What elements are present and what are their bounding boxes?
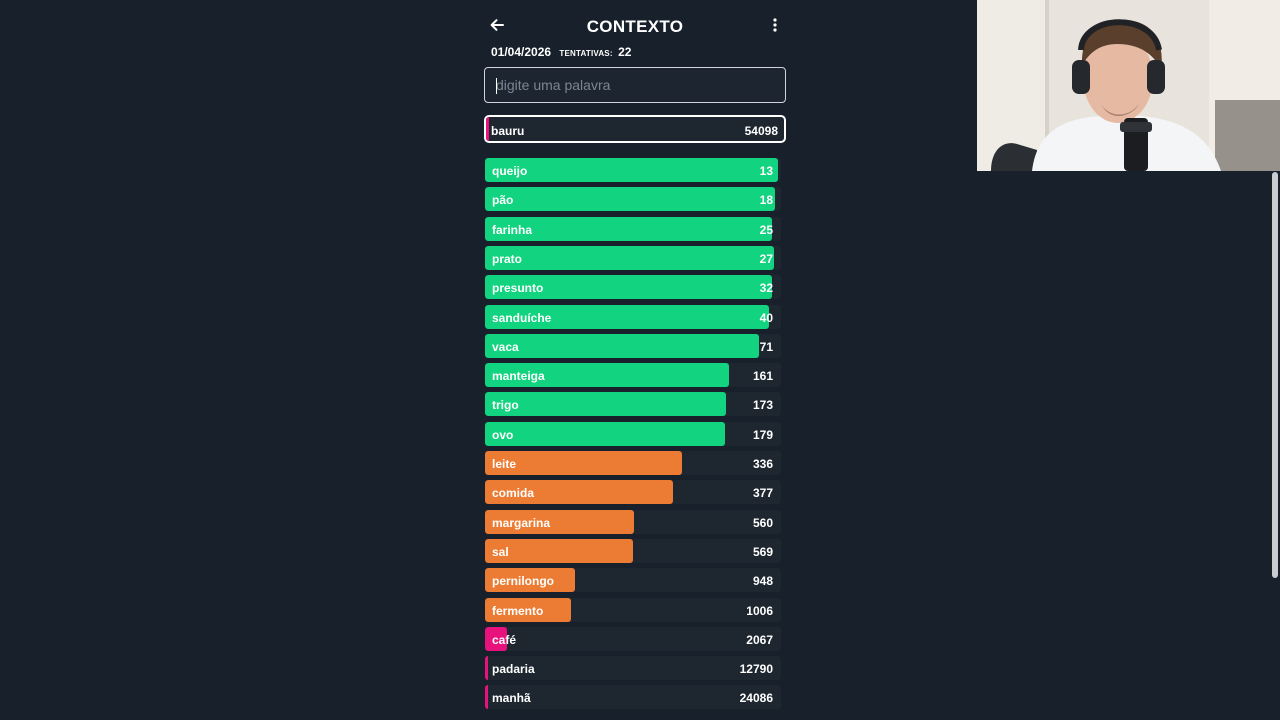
webcam-image	[977, 0, 1280, 171]
guess-word: sal	[492, 545, 509, 559]
proximity-bar	[485, 598, 571, 622]
guess-rank: 173	[752, 398, 773, 412]
proximity-bar	[485, 510, 634, 534]
guess-word: pernilongo	[492, 574, 554, 588]
guess-rank: 569	[752, 545, 773, 559]
guess-input[interactable]	[485, 68, 785, 102]
guess-row[interactable]: vaca 71	[485, 334, 781, 358]
guess-rank: 1006	[746, 604, 773, 618]
guess-row[interactable]: manhã 24086	[485, 685, 781, 709]
guess-rank: 71	[759, 340, 773, 354]
guess-word: farinha	[492, 223, 533, 237]
game-date: 01/04/2026	[491, 45, 552, 59]
game-info: 01/04/2026 TENTATIVAS: 22	[491, 45, 631, 59]
latest-guess-rank: 54098	[744, 124, 778, 138]
guess-row[interactable]: sanduíche 40	[485, 305, 781, 329]
guess-word: trigo	[492, 398, 519, 412]
proximity-bar	[485, 656, 488, 680]
proximity-bar	[485, 451, 682, 475]
guess-rank: 32	[759, 281, 773, 295]
proximity-bar	[485, 305, 769, 329]
guess-row[interactable]: padaria 12790	[485, 656, 781, 680]
guess-row[interactable]: ovo 179	[485, 422, 781, 446]
more-menu-button[interactable]	[768, 14, 782, 36]
back-button[interactable]	[486, 14, 508, 36]
guess-rank: 560	[752, 516, 773, 530]
proximity-bar	[485, 334, 759, 358]
guess-rank: 27	[759, 252, 773, 266]
proximity-bar	[485, 685, 488, 709]
proximity-bar	[485, 275, 772, 299]
guess-row[interactable]: prato 27	[485, 246, 781, 270]
guess-word: presunto	[492, 281, 544, 295]
guess-rank: 12790	[739, 662, 773, 676]
guess-row[interactable]: pernilongo 948	[485, 568, 781, 592]
guess-word: café	[492, 633, 517, 647]
latest-guess-row: bauru 54098	[484, 115, 786, 143]
guess-rank: 336	[752, 457, 773, 471]
proximity-bar	[485, 246, 774, 270]
proximity-bar	[485, 187, 775, 211]
guess-word: padaria	[492, 662, 535, 676]
guess-row[interactable]: margarina 560	[485, 510, 781, 534]
guess-rank: 40	[759, 311, 773, 325]
guess-word: sanduíche	[492, 311, 552, 325]
guess-row[interactable]: leite 336	[485, 451, 781, 475]
guess-rank: 179	[752, 428, 773, 442]
guess-rank: 24086	[739, 691, 773, 705]
more-vertical-icon	[773, 18, 777, 32]
guess-word: prato	[492, 252, 522, 266]
guess-row[interactable]: manteiga 161	[485, 363, 781, 387]
guess-rank: 13	[759, 164, 773, 178]
webcam-overlay	[977, 0, 1280, 171]
proximity-bar	[485, 568, 575, 592]
guess-rank: 18	[759, 193, 773, 207]
guess-rank: 161	[752, 369, 773, 383]
attempts-count: 22	[618, 45, 632, 59]
guess-word: vaca	[492, 340, 519, 354]
proximity-bar	[485, 363, 729, 387]
proximity-bar	[485, 422, 725, 446]
proximity-bar	[485, 158, 778, 182]
proximity-bar	[485, 627, 507, 651]
guess-row[interactable]: presunto 32	[485, 275, 781, 299]
guess-rank: 25	[759, 223, 773, 237]
top-bar: CONTEXTO	[484, 10, 786, 44]
guess-rank: 948	[752, 574, 773, 588]
guess-input-box[interactable]	[484, 67, 786, 103]
arrow-left-icon	[490, 19, 504, 31]
page-scrollbar[interactable]	[1272, 172, 1278, 578]
guess-row[interactable]: queijo 13	[485, 158, 781, 182]
guess-rank: 377	[752, 486, 773, 500]
text-caret	[496, 78, 497, 94]
latest-guess-indicator	[486, 117, 489, 141]
proximity-bar	[485, 392, 726, 416]
guess-row[interactable]: sal 569	[485, 539, 781, 563]
guess-word: manteiga	[492, 369, 545, 383]
page-title: CONTEXTO	[586, 17, 684, 36]
proximity-bar	[485, 539, 633, 563]
guess-word: comida	[492, 486, 535, 500]
guess-word: pão	[492, 193, 514, 207]
guess-row[interactable]: pão 18	[485, 187, 781, 211]
guess-rank: 2067	[746, 633, 773, 647]
guess-word: leite	[492, 457, 517, 471]
guess-word: ovo	[492, 428, 514, 442]
contexto-app: CONTEXTO 01/04/2026 TENTATIVAS: 22 bauru…	[484, 0, 786, 720]
attempts-label: TENTATIVAS:	[559, 49, 613, 58]
guess-row[interactable]: comida 377	[485, 480, 781, 504]
guess-word: fermento	[492, 604, 544, 618]
guess-word: margarina	[492, 516, 551, 530]
guess-word: queijo	[492, 164, 528, 178]
proximity-bar	[485, 217, 772, 241]
guess-word: manhã	[492, 691, 531, 705]
proximity-bar	[485, 480, 673, 504]
guess-row[interactable]: café 2067	[485, 627, 781, 651]
guess-row[interactable]: fermento 1006	[485, 598, 781, 622]
guess-row[interactable]: trigo 173	[485, 392, 781, 416]
latest-guess-word: bauru	[491, 124, 525, 138]
guess-row[interactable]: farinha 25	[485, 217, 781, 241]
